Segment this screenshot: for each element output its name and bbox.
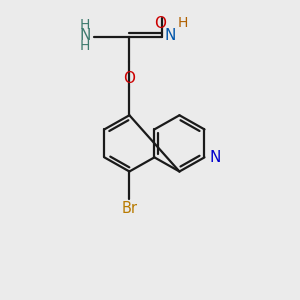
Text: H: H — [80, 39, 90, 53]
Text: H: H — [178, 16, 188, 30]
Text: O: O — [123, 71, 135, 86]
Text: N: N — [165, 28, 176, 43]
Text: O: O — [154, 16, 166, 31]
Text: N: N — [80, 28, 91, 43]
Text: Br: Br — [122, 201, 137, 216]
Text: H: H — [80, 18, 90, 32]
Text: N: N — [210, 150, 221, 165]
